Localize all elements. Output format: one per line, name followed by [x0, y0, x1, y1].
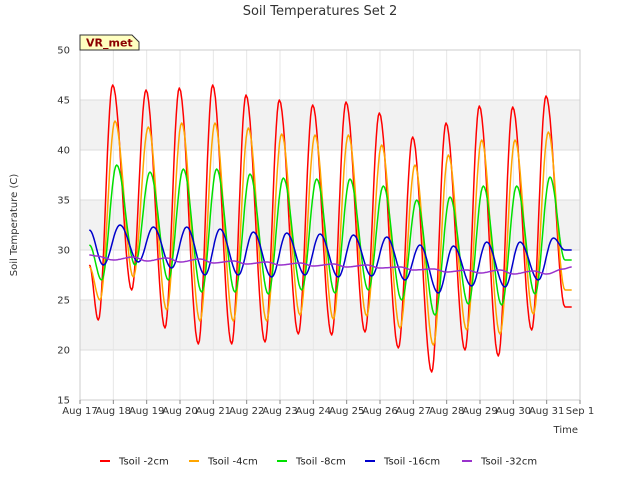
x-tick-label: Aug 23 — [262, 406, 297, 417]
station-label-box: VR_met — [79, 34, 140, 51]
x-tick-label: Aug 26 — [362, 406, 397, 417]
x-tick-label: Aug 24 — [296, 406, 331, 417]
x-tick-label: Aug 22 — [229, 406, 264, 417]
x-tick-label: Aug 17 — [62, 406, 97, 417]
series-line-tsoil-4cm — [88, 120, 572, 346]
plot-band — [80, 100, 580, 150]
x-tick-label: Aug 20 — [162, 406, 197, 417]
y-tick-label: 35 — [57, 196, 70, 207]
series-line-tsoil-32cm — [89, 254, 572, 275]
x-tick-label: Aug 21 — [196, 406, 231, 417]
station-label: VR_met — [86, 37, 133, 50]
y-tick-label: 40 — [57, 146, 70, 157]
x-tick-label: Aug 28 — [429, 406, 464, 417]
x-tick-label: Aug 19 — [129, 406, 164, 417]
plot-band — [80, 200, 580, 250]
legend: Tsoil -2cm Tsoil -4cm Tsoil -8cm Tsoil -16c… — [100, 457, 537, 468]
series-line-tsoil-16cm — [89, 224, 572, 294]
series-line-tsoil-2cm — [88, 84, 572, 373]
y-axis-label: Soil Temperature (C) — [9, 174, 20, 277]
y-tick-label: 50 — [57, 46, 70, 57]
x-tick-label: Aug 29 — [462, 406, 497, 417]
series-layer — [88, 84, 572, 373]
y-tick-label: 20 — [57, 346, 70, 357]
plot-background — [80, 50, 580, 400]
legend-label-tsoil-2cm: Tsoil -2cm — [118, 457, 169, 468]
x-tick-label: Aug 18 — [96, 406, 131, 417]
legend-label-tsoil-32cm: Tsoil -32cm — [480, 457, 537, 468]
x-axis-label: Time — [553, 425, 578, 436]
x-tick-label: Sep 1 — [566, 406, 594, 417]
x-tick-label: Aug 27 — [396, 406, 431, 417]
chart-title: Soil Temperatures Set 2 — [243, 4, 398, 19]
y-tick-label: 45 — [57, 96, 70, 107]
plot-frame — [79, 49, 581, 401]
station-label-shape — [79, 34, 140, 51]
y-tick-label: 30 — [57, 246, 70, 257]
x-tick-label: Aug 31 — [529, 406, 564, 417]
x-tick-label: Aug 25 — [329, 406, 364, 417]
legend-label-tsoil-4cm: Tsoil -4cm — [207, 457, 258, 468]
series-line-tsoil-8cm — [88, 164, 572, 316]
legend-label-tsoil-16cm: Tsoil -16cm — [383, 457, 440, 468]
y-tick-labels: 15 20 25 30 35 40 45 50 — [57, 46, 70, 407]
x-tick-label: Aug 30 — [496, 406, 531, 417]
y-tick-label: 15 — [57, 396, 70, 407]
legend-label-tsoil-8cm: Tsoil -8cm — [295, 457, 346, 468]
y-tick-label: 25 — [57, 296, 70, 307]
